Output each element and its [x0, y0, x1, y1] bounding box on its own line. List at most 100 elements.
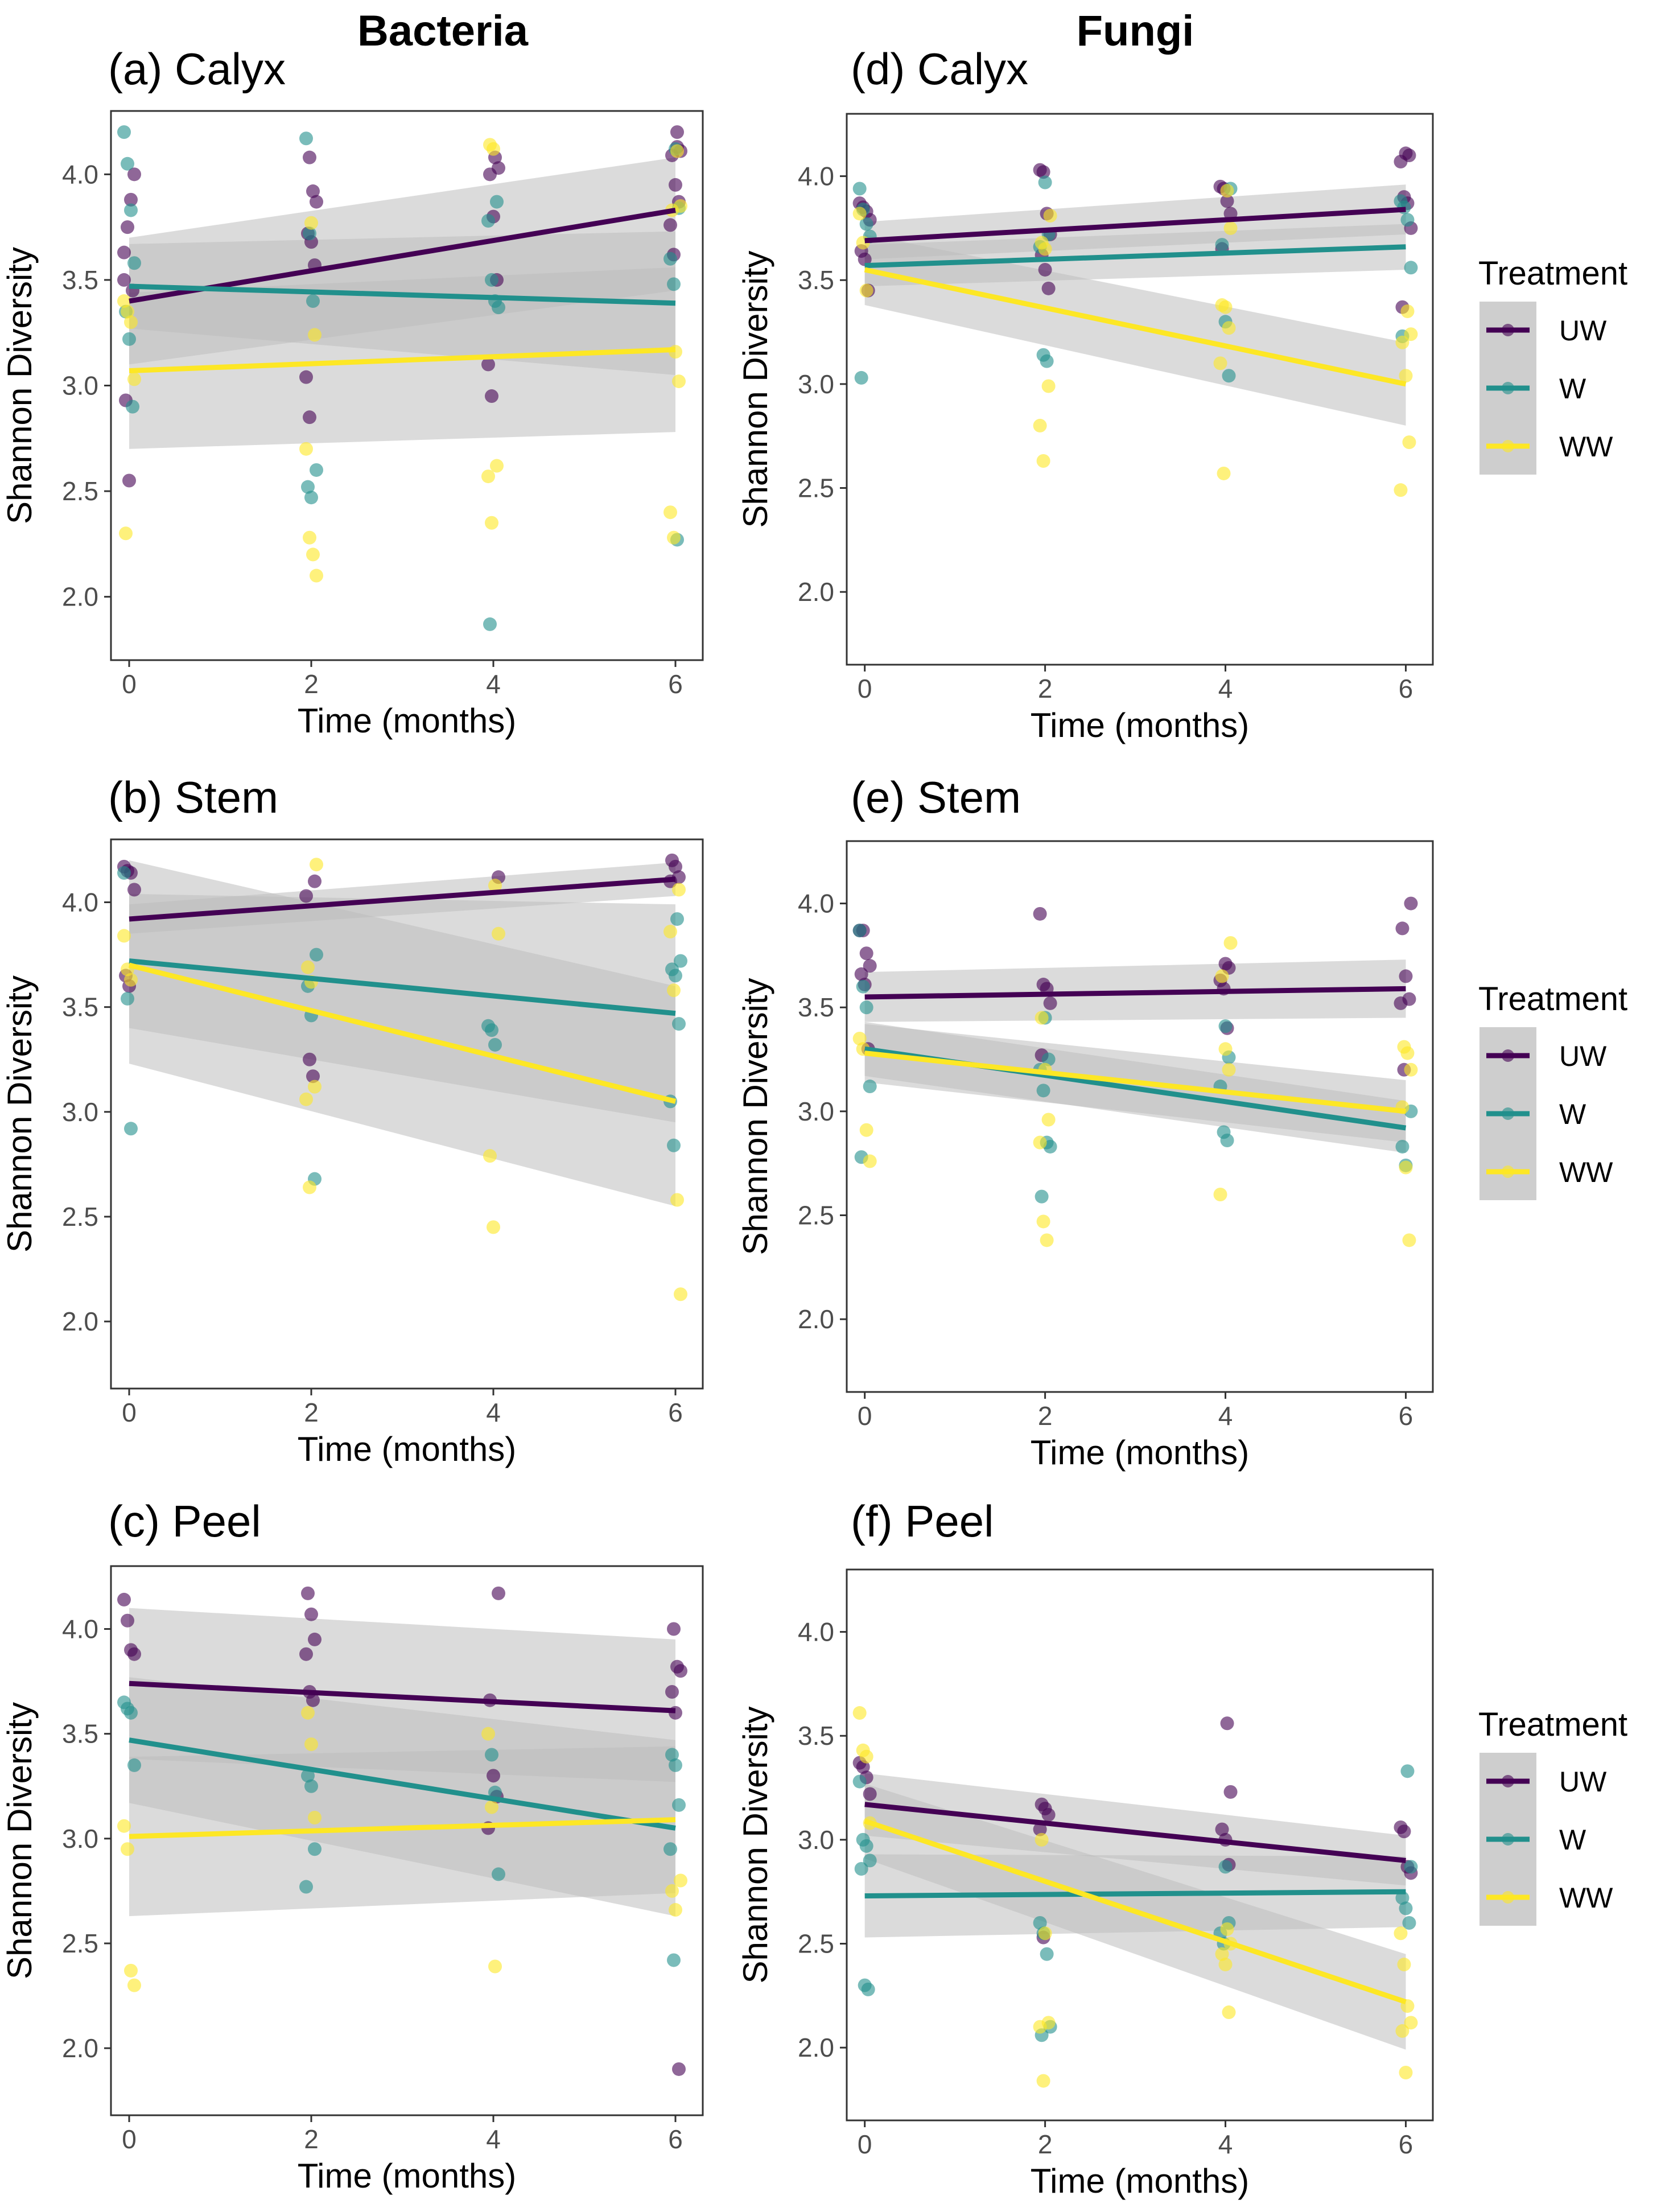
data-point-ww	[304, 216, 318, 230]
data-point-ww	[304, 1737, 318, 1752]
data-point-uw	[1220, 1716, 1234, 1731]
data-point-ww	[481, 1727, 495, 1741]
data-point-ww	[485, 1800, 498, 1814]
data-point-w	[121, 156, 134, 171]
data-point-ww	[670, 1193, 684, 1207]
y-tick-label: 4.0	[798, 1617, 834, 1647]
data-point-w	[1218, 1019, 1233, 1033]
data-point-uw	[308, 874, 322, 888]
legend-point-w	[1502, 382, 1514, 394]
data-point-w	[1222, 369, 1236, 383]
data-point-w	[672, 1798, 686, 1812]
data-point-w	[856, 979, 870, 994]
data-point-ww	[859, 1123, 873, 1137]
data-point-ww	[121, 304, 134, 319]
data-point-w	[852, 924, 867, 938]
data-point-uw	[117, 245, 131, 259]
confidence-band-ww	[129, 1746, 675, 1917]
y-tick-label: 2.5	[62, 1202, 98, 1231]
data-point-uw	[127, 1647, 141, 1661]
data-point-ww	[488, 879, 502, 893]
data-point-w	[306, 294, 320, 308]
data-point-ww	[308, 328, 322, 342]
data-point-ww	[672, 883, 686, 897]
data-point-uw	[304, 1607, 318, 1621]
data-point-uw	[1399, 969, 1413, 983]
data-point-uw	[487, 1769, 500, 1783]
data-point-uw	[306, 1069, 320, 1084]
data-point-w	[1400, 213, 1415, 227]
data-point-ww	[1033, 1135, 1047, 1150]
data-point-w	[308, 1842, 322, 1856]
legend-label-uw: UW	[1559, 1040, 1607, 1072]
x-tick-label: 0	[122, 1398, 137, 1427]
data-point-w	[670, 912, 684, 926]
chart-d: 0 2 4 6 2.0 2.5 3.0 3.5 4.0 Time (months) Shannon …	[736, 113, 1434, 744]
x-tick-label: 6	[1399, 1401, 1413, 1431]
data-point-ww	[490, 459, 504, 473]
data-point-w	[667, 277, 681, 291]
data-point-w	[1038, 175, 1052, 190]
data-point-ww	[1222, 2005, 1236, 2020]
x-tick-label: 0	[858, 1401, 872, 1431]
legend-label-w: W	[1559, 1824, 1586, 1856]
data-point-w	[122, 332, 136, 346]
data-point-uw	[303, 410, 316, 425]
data-point-ww	[308, 1810, 322, 1824]
data-point-ww	[119, 526, 133, 541]
x-axis-label: Time (months)	[298, 2157, 517, 2195]
data-point-w	[117, 866, 131, 880]
data-point-uw	[1395, 921, 1410, 936]
data-point-w	[124, 203, 138, 217]
data-point-ww	[1402, 435, 1416, 450]
data-point-w	[1215, 238, 1229, 252]
trend-line-ww	[128, 962, 677, 1104]
trend-line-uw	[864, 1802, 1406, 1863]
data-point-w	[481, 214, 495, 228]
data-point-ww	[485, 516, 498, 530]
data-point-ww	[301, 1706, 315, 1720]
data-point-w	[304, 491, 318, 505]
data-point-uw	[1394, 996, 1408, 1010]
data-point-uw	[306, 1693, 320, 1707]
data-point-uw	[127, 167, 141, 182]
data-point-uw	[665, 1684, 679, 1699]
data-point-uw	[663, 218, 677, 232]
legend-point-w	[1502, 1833, 1514, 1846]
legend-point-w	[1502, 1107, 1514, 1120]
x-tick-label: 0	[858, 674, 872, 703]
data-point-w	[1400, 1764, 1415, 1778]
data-point-ww	[1033, 2020, 1047, 2034]
data-point-w	[854, 370, 868, 385]
data-point-w	[1041, 1052, 1056, 1066]
data-point-uw	[863, 1787, 877, 1801]
data-point-ww	[303, 530, 316, 545]
data-point-w	[852, 1774, 867, 1789]
data-point-w	[852, 182, 867, 196]
x-tick-label: 0	[122, 669, 137, 699]
data-point-uw	[121, 220, 134, 234]
confidence-band-ww	[864, 234, 1406, 426]
x-tick-label: 0	[858, 2129, 872, 2159]
data-point-ww	[1399, 1160, 1413, 1175]
data-point-w	[1218, 1860, 1233, 1874]
legend-point-uw	[1502, 1775, 1514, 1787]
data-point-ww	[1035, 1832, 1049, 1847]
confidence-band-ww	[864, 1783, 1406, 2050]
data-point-uw	[670, 125, 684, 139]
x-tick-label: 2	[304, 1398, 319, 1427]
data-point-uw	[299, 370, 313, 384]
data-point-w	[674, 954, 687, 968]
data-point-uw	[1220, 194, 1234, 208]
y-tick-label: 3.5	[62, 265, 98, 295]
legend-label-uw: UW	[1559, 315, 1607, 347]
y-tick-label: 3.5	[798, 992, 834, 1022]
data-point-ww	[1399, 369, 1413, 383]
chart-f: 0 2 4 6 2.0 2.5 3.0 3.5 4.0 Time (months) Shannon …	[736, 1568, 1434, 2200]
trend-line-uw	[864, 986, 1406, 1000]
data-point-w	[854, 1862, 868, 1876]
trend-line-w	[864, 244, 1406, 269]
data-point-uw	[669, 178, 682, 192]
data-point-w	[310, 463, 323, 477]
